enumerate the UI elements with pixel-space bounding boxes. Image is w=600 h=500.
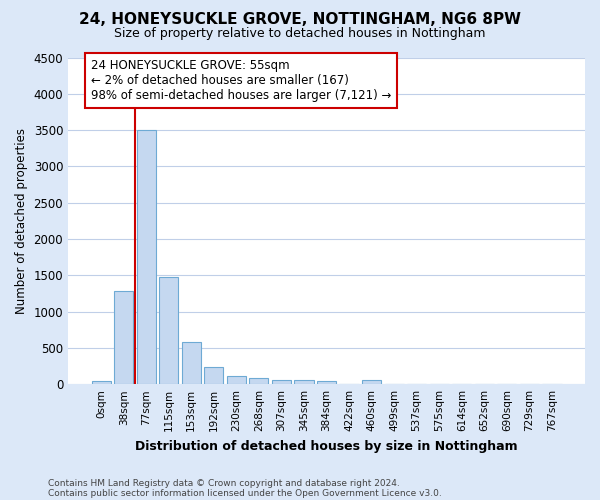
Bar (227, 376, 246, 384)
Bar (92, 382, 110, 384)
Bar (182, 342, 201, 384)
Text: Contains HM Land Registry data © Crown copyright and database right 2024.: Contains HM Land Registry data © Crown c… (48, 478, 400, 488)
Bar (362, 380, 381, 384)
Text: Contains public sector information licensed under the Open Government Licence v3: Contains public sector information licen… (48, 488, 442, 498)
Bar (204, 367, 223, 384)
Y-axis label: Number of detached properties: Number of detached properties (15, 128, 28, 314)
Bar (295, 380, 314, 384)
Bar (137, 130, 156, 384)
X-axis label: Distribution of detached houses by size in Nottingham: Distribution of detached houses by size … (135, 440, 518, 452)
Bar (317, 381, 336, 384)
Bar (114, 292, 133, 384)
Text: Size of property relative to detached houses in Nottingham: Size of property relative to detached ho… (114, 28, 486, 40)
Bar (272, 380, 291, 384)
Text: 24, HONEYSUCKLE GROVE, NOTTINGHAM, NG6 8PW: 24, HONEYSUCKLE GROVE, NOTTINGHAM, NG6 8… (79, 12, 521, 28)
Bar (159, 276, 178, 384)
Text: 24 HONEYSUCKLE GROVE: 55sqm
← 2% of detached houses are smaller (167)
98% of sem: 24 HONEYSUCKLE GROVE: 55sqm ← 2% of deta… (91, 59, 391, 102)
Bar (250, 378, 268, 384)
